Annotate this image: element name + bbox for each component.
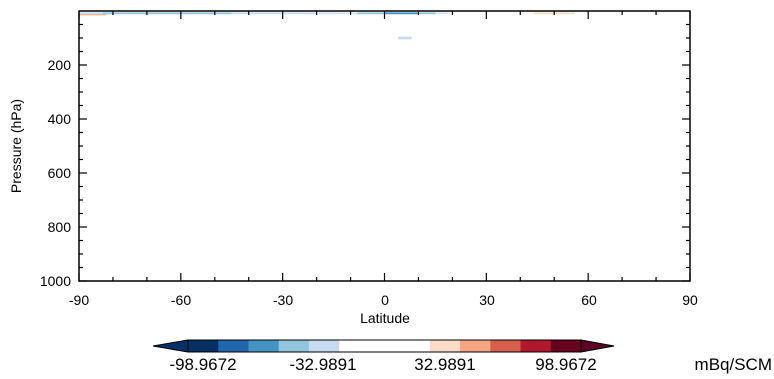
colorbar-band bbox=[399, 340, 431, 352]
heatmap-cell bbox=[102, 12, 232, 15]
heatmap-cell bbox=[316, 12, 358, 15]
colorbar-unit: mBq/SCM bbox=[695, 355, 772, 374]
heatmap-cells bbox=[79, 12, 575, 40]
x-axis-title: Latitude bbox=[360, 310, 410, 326]
colorbar-band bbox=[369, 340, 401, 352]
colorbar-band bbox=[188, 340, 219, 352]
colorbar-over-arrow bbox=[580, 339, 615, 353]
colorbar-band bbox=[429, 340, 461, 352]
colorbar-band bbox=[339, 340, 370, 352]
colorbar-label: 32.9891 bbox=[414, 355, 475, 374]
x-tick-label: 0 bbox=[381, 292, 389, 308]
x-tick-label: -60 bbox=[171, 292, 191, 308]
colorbar-band bbox=[490, 340, 522, 352]
colorbar-bands bbox=[188, 340, 582, 352]
heatmap-cell bbox=[435, 12, 449, 15]
heatmap-cell bbox=[384, 12, 419, 15]
y-axis-title: Pressure (hPa) bbox=[8, 99, 24, 193]
colorbar-label: -98.9672 bbox=[169, 355, 236, 374]
heatmap-cell bbox=[79, 12, 103, 15]
colorbar-band bbox=[460, 340, 491, 352]
x-tick-label: 30 bbox=[479, 292, 495, 308]
colorbar: -98.9672 -32.9891 32.9891 98.9672 mBq/SC… bbox=[152, 339, 772, 374]
colorbar-band bbox=[308, 340, 340, 352]
colorbar-label: 98.9672 bbox=[535, 355, 596, 374]
colorbar-band bbox=[218, 340, 249, 352]
heatmap-cell bbox=[398, 36, 412, 40]
colorbar-label: -32.9891 bbox=[289, 355, 356, 374]
colorbar-frame bbox=[187, 339, 582, 353]
axis-ticks bbox=[78, 11, 691, 282]
x-tick-label: 90 bbox=[682, 292, 698, 308]
x-tick-label: 60 bbox=[581, 292, 597, 308]
y-tick-label: 600 bbox=[48, 165, 72, 181]
x-tick-label: -30 bbox=[273, 292, 293, 308]
x-tick-label: -90 bbox=[69, 292, 89, 308]
heatmap-cell bbox=[357, 12, 385, 15]
y-tick-label: 400 bbox=[48, 111, 72, 127]
heatmap-cell bbox=[418, 12, 436, 15]
plot-frame bbox=[78, 10, 691, 282]
heatmap-cell bbox=[231, 12, 317, 15]
y-tick-label: 1000 bbox=[40, 273, 71, 289]
colorbar-band bbox=[248, 340, 280, 352]
heatmap-cell bbox=[79, 14, 107, 16]
y-tick-label: 200 bbox=[48, 57, 72, 73]
colorbar-band bbox=[520, 340, 552, 352]
colorbar-under-arrow bbox=[152, 339, 189, 353]
y-tick-label: 800 bbox=[48, 219, 72, 235]
colorbar-band bbox=[278, 340, 310, 352]
colorbar-band bbox=[550, 340, 582, 352]
